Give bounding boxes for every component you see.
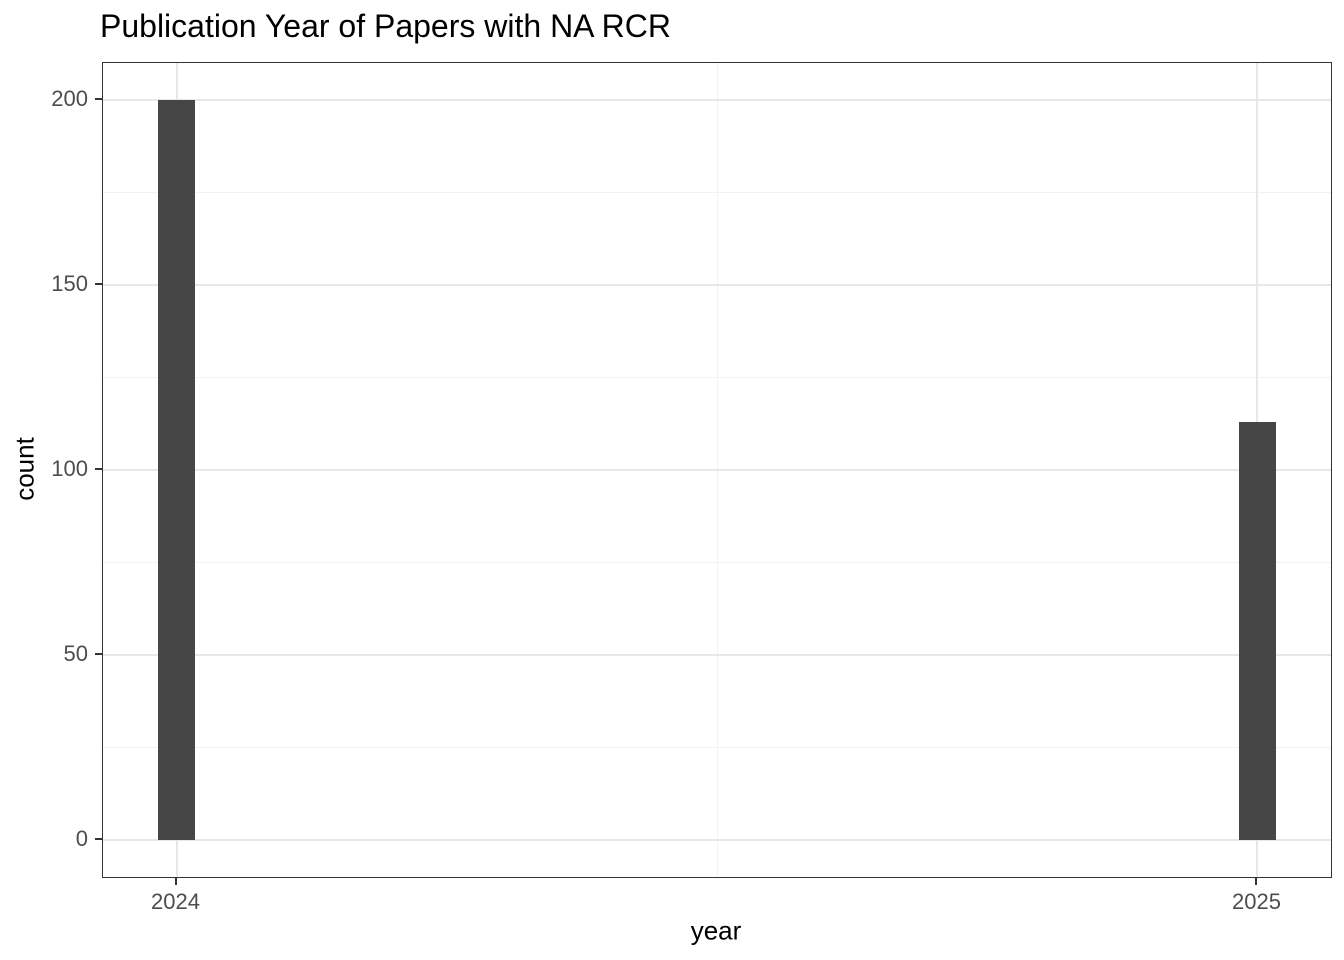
y-axis-title: count [9,437,40,501]
gridline-h-major [103,839,1331,841]
y-tick-label: 200 [51,86,88,111]
bar-2024 [158,100,195,840]
gridline-h-major [103,469,1331,471]
y-tick-label: 150 [51,271,88,296]
x-tick-label: 2025 [1232,889,1281,914]
x-tick-mark [174,878,177,885]
gridline-h-major [103,284,1331,286]
chart-title: Publication Year of Papers with NA RCR [100,8,671,44]
x-axis-title: year [690,915,742,946]
y-tick-label: 50 [63,641,88,666]
gridline-h-major [103,99,1331,101]
gridline-h-major [103,654,1331,656]
y-tick-label: 100 [51,456,88,481]
bar-2025 [1239,421,1276,840]
y-tick-mark [95,98,102,100]
y-tick-mark [95,468,102,470]
y-tick-mark [95,283,102,285]
y-tick-mark [95,653,102,655]
plot-panel [102,62,1332,878]
y-tick-mark [95,838,102,840]
x-tick-mark [1255,878,1258,885]
y-tick-label: 0 [75,826,88,851]
x-tick-label: 2024 [151,889,200,914]
